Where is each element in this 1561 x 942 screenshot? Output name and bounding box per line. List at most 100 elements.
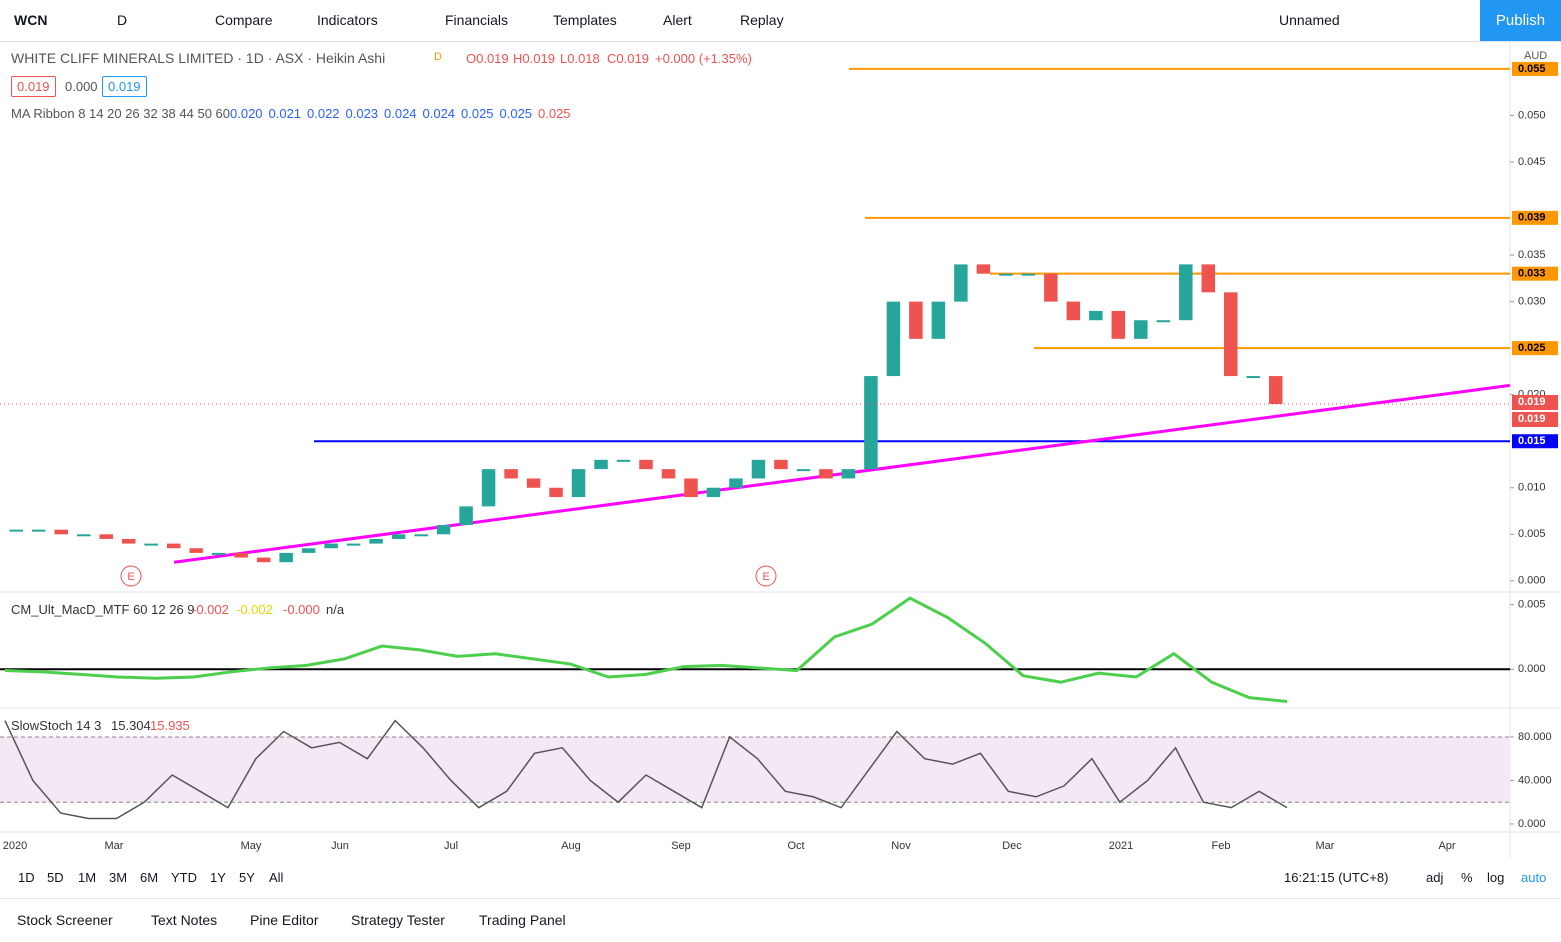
- x-tick-label: Mar: [1316, 840, 1335, 852]
- stoch-title: SlowStoch 14 3: [11, 718, 102, 733]
- price-label: 0.019: [1518, 413, 1546, 425]
- level-label-bg: [1512, 266, 1558, 281]
- toolbar-button[interactable]: Replay: [740, 12, 784, 28]
- y-tick-label: 0.000: [1518, 818, 1546, 830]
- x-tick-label: Mar: [105, 840, 124, 852]
- x-tick-label: Nov: [891, 840, 911, 852]
- candle: [99, 534, 113, 539]
- range-button[interactable]: 5D: [47, 870, 64, 885]
- candle: [54, 529, 68, 535]
- toolbar-button[interactable]: Indicators: [317, 12, 378, 28]
- x-tick-label: Dec: [1002, 840, 1022, 852]
- candle: [1201, 264, 1216, 293]
- candle: [1246, 376, 1261, 379]
- range-button[interactable]: 1D: [18, 870, 35, 885]
- tab[interactable]: Text Notes: [151, 912, 218, 928]
- candle: [706, 487, 721, 498]
- scale-button[interactable]: log: [1487, 870, 1505, 885]
- candle: [909, 301, 923, 339]
- y-tick-label: 80.000: [1518, 731, 1552, 743]
- candle: [1066, 301, 1081, 321]
- tab[interactable]: Pine Editor: [250, 912, 319, 928]
- ohlc-value: L0.018: [560, 51, 600, 66]
- clock: 16:21:15 (UTC+8): [1284, 870, 1389, 885]
- candle: [751, 459, 766, 479]
- x-tick-label: May: [241, 840, 262, 852]
- x-tick-label: 2021: [1109, 840, 1133, 852]
- macd-value: -0.002: [192, 602, 229, 617]
- level-label: 0.015: [1518, 435, 1546, 447]
- toolbar-button[interactable]: Compare: [215, 12, 273, 28]
- candle: [796, 469, 811, 472]
- y-tick-label: 0.045: [1518, 156, 1546, 168]
- symbol[interactable]: WCN: [14, 12, 48, 28]
- toolbar-button[interactable]: Alert: [663, 12, 692, 28]
- tab[interactable]: Stock Screener: [17, 912, 113, 928]
- indicator-line: [4, 596, 1288, 704]
- range-button[interactable]: 1M: [78, 870, 97, 885]
- candle: [639, 459, 653, 470]
- level-label: 0.025: [1518, 342, 1546, 354]
- macd-title: CM_Ult_MacD_MTF 60 12 26 9: [11, 602, 195, 617]
- ma-ribbon-value: 0.023: [345, 106, 379, 121]
- tab[interactable]: Trading Panel: [479, 912, 566, 928]
- macd-value: -0.002: [236, 602, 273, 617]
- candle: [661, 469, 676, 479]
- tab[interactable]: Strategy Tester: [351, 912, 445, 928]
- range-button[interactable]: 3M: [109, 870, 128, 885]
- candle: [1089, 310, 1103, 321]
- range-button[interactable]: All: [269, 870, 284, 885]
- range-button[interactable]: 6M: [140, 870, 159, 885]
- candle: [729, 478, 743, 488]
- candle: [931, 301, 946, 339]
- chart: 0.000 0.005 0.010 0.020 0.030 0.035 0.045 0.050…: [0, 41, 1561, 858]
- candle: [594, 459, 608, 470]
- candle: [324, 543, 338, 549]
- candle: [1044, 273, 1058, 302]
- y-tick-label: 0.005: [1518, 528, 1546, 540]
- range-button[interactable]: 5Y: [239, 870, 255, 885]
- scale-button[interactable]: %: [1461, 870, 1473, 885]
- range-button[interactable]: 1Y: [210, 870, 226, 885]
- x-tick-label: 2020: [3, 840, 27, 852]
- bottom-bar: 1D 5D 1M 3M 6M YTD 1Y 5Y All 16:21:15 (UTC+8) adj%…: [0, 860, 1561, 896]
- candle: [1269, 376, 1283, 404]
- price-label-bg: [1512, 394, 1558, 410]
- symbol-title: WHITE CLIFF MINERALS LIMITED · 1D · ASX …: [11, 50, 386, 66]
- x-tick-label: Apr: [1438, 840, 1455, 852]
- candle: [301, 548, 316, 553]
- earnings-label: E: [762, 571, 769, 583]
- candle: [864, 376, 878, 470]
- toolbar-button[interactable]: Templates: [553, 12, 617, 28]
- scale-button[interactable]: auto: [1521, 870, 1547, 885]
- toolbar-button[interactable]: Financials: [445, 12, 509, 28]
- ma-ribbon-value: 0.025: [538, 106, 571, 121]
- bid: 0.019: [11, 76, 56, 97]
- interval[interactable]: D: [117, 12, 128, 28]
- macd-value: n/a: [326, 602, 345, 617]
- indicator-line: [4, 719, 1288, 820]
- range-button[interactable]: YTD: [171, 870, 197, 885]
- spread: 0.000: [65, 79, 98, 94]
- candle: [954, 264, 968, 302]
- level-label: 0.033: [1518, 268, 1546, 280]
- scale-button[interactable]: adj: [1426, 870, 1444, 885]
- candle: [436, 524, 451, 535]
- candle: [999, 273, 1013, 276]
- y-tick-label: 0.030: [1518, 296, 1546, 308]
- x-tick-label: Feb: [1212, 840, 1231, 852]
- macd-value: -0.000: [283, 602, 320, 617]
- ohlc-value: O0.019: [466, 51, 509, 66]
- candle: [31, 529, 46, 532]
- candle: [369, 538, 383, 544]
- publish-button[interactable]: Publish: [1480, 0, 1561, 41]
- candle: [1111, 310, 1126, 339]
- candle: [774, 459, 788, 470]
- candle: [144, 543, 158, 546]
- candle: [1179, 264, 1193, 321]
- candle: [459, 506, 473, 525]
- candle: [1224, 292, 1238, 377]
- candle: [76, 534, 91, 537]
- candle: [9, 529, 23, 532]
- layout-name[interactable]: Unnamed: [1279, 12, 1340, 28]
